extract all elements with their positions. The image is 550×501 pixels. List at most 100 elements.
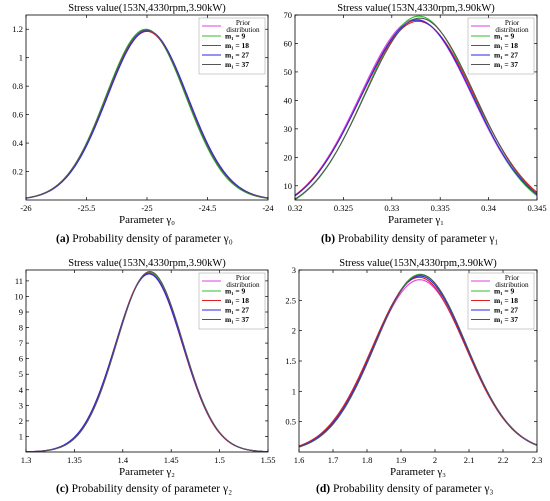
y-tick-label: 0.4 (12, 138, 23, 148)
plot-frame (294, 14, 538, 201)
series-line-3 (26, 30, 268, 199)
caption-c-text: Probability density of parameter γ₂ (68, 483, 233, 495)
chart-c-svg: Stress value(153N,4330rpm,3.90kW) 1.3 1.35… (15, 258, 276, 478)
y-tick-label: 10 (15, 291, 24, 301)
y-tick-label: 9 (19, 307, 23, 317)
x-tick-label: 1.5 (214, 455, 225, 465)
legend-label-prior: Prior distribution (226, 274, 260, 289)
y-tick-label: 1 (19, 431, 23, 441)
caption-c: (c) Probability density of parameter γ₂ (56, 483, 232, 495)
x-tick-label: 1.35 (67, 455, 82, 465)
series-line-4 (299, 274, 537, 448)
legend-label-4: m₁ = 37 (225, 315, 249, 324)
y-tick-label: 11 (15, 276, 23, 286)
legend-label-prior: Prior distribution (226, 19, 260, 34)
x-tick-label: 0.325 (334, 203, 353, 213)
x-tick-label: 1.8 (362, 455, 373, 465)
y-tick-label: 0.5 (285, 417, 296, 427)
series-line-4 (295, 17, 537, 200)
y-tick-label: 3 (19, 400, 23, 410)
x-tick-label: 1.9 (396, 455, 407, 465)
x-tick-label: 0.335 (431, 203, 450, 213)
chart-a-svg: Stress value(153N,4330rpm,3.90kW) -26 -25.… (12, 3, 274, 226)
caption-b-text: Probability density of parameter γ₁ (335, 233, 499, 245)
y-tick-label: 1 (19, 53, 23, 63)
x-tick-label: 2.3 (532, 455, 543, 465)
x-tick-label: 2.2 (498, 455, 509, 465)
y-tick-label: 2.5 (285, 295, 296, 305)
x-tick-label: 0.33 (384, 203, 399, 213)
x-tick-label: 2.1 (464, 455, 475, 465)
x-tick-label: 2 (433, 455, 437, 465)
x-tick-label: -26 (20, 203, 31, 213)
legend-label-4: m₁ = 37 (494, 60, 518, 69)
x-tick-label: -25.5 (78, 203, 96, 213)
series-line-0 (295, 18, 537, 196)
y-tick-label: 2 (19, 416, 23, 426)
y-tick-label: 70 (284, 10, 293, 20)
chart-title: Stress value(153N,4330rpm,3.90kW) (339, 258, 497, 269)
x-axis-label: Parameter γ₃ (390, 466, 446, 478)
legend-label-prior: Prior distribution (495, 274, 529, 289)
x-tick-label: 1.55 (261, 455, 276, 465)
y-tick-label: 40 (284, 95, 293, 105)
y-tick-label: 0.6 (12, 110, 23, 120)
caption-d-label: (d) (316, 483, 331, 495)
series-group (299, 273, 537, 448)
legend-label-1: m₁ = 9 (494, 287, 515, 296)
y-tick-label: 1.2 (12, 24, 23, 34)
legend-label-4: m₁ = 37 (225, 60, 249, 69)
x-tick-label: 1.3 (21, 455, 32, 465)
legend-label-2: m₁ = 18 (225, 41, 249, 50)
legend-label-3: m₁ = 27 (225, 51, 249, 60)
x-tick-label: 1.6 (294, 455, 305, 465)
y-tick-label: 1 (292, 386, 296, 396)
y-tick-label: 5 (19, 369, 23, 379)
legend-label-2: m₁ = 18 (225, 296, 249, 305)
legend-label-3: m₁ = 27 (494, 51, 518, 60)
legend-label-prior: Prior distribution (495, 19, 529, 34)
chart-d-svg: Stress value(153N,4330rpm,3.90kW) 1.6 1.7 1… (285, 258, 543, 478)
y-tick-label: 0.2 (12, 167, 23, 177)
legend-label-2: m₁ = 18 (494, 296, 518, 305)
x-tick-label: 0.345 (527, 203, 546, 213)
legend-label-3: m₁ = 27 (494, 306, 518, 315)
y-tick-label: 50 (284, 67, 293, 77)
x-tick-label: -25 (141, 203, 152, 213)
x-tick-label: 0.32 (288, 203, 303, 213)
chart-b-svg: Stress value(153N,4330rpm,3.90kW) 0.32 0.3… (284, 3, 547, 226)
y-tick-label: 6 (19, 354, 23, 364)
legend-label-1: m₁ = 9 (494, 32, 515, 41)
plot-frame (25, 269, 269, 453)
y-tick-label: 2 (292, 326, 296, 336)
chart-title: Stress value(153N,4330rpm,3.90kW) (68, 258, 226, 269)
x-tick-label: -24 (262, 203, 274, 213)
caption-b: (b) Probability density of parameter γ₁ (321, 233, 498, 245)
y-tick-label: 0.8 (12, 81, 23, 91)
y-tick-label: 7 (19, 338, 23, 348)
series-group (26, 28, 268, 199)
series-line-4 (26, 29, 268, 199)
y-tick-label: 60 (284, 38, 293, 48)
caption-c-label: (c) (56, 483, 69, 495)
y-tick-label: 20 (284, 152, 293, 162)
y-tick-label: 8 (19, 323, 23, 333)
x-tick-label: 1.7 (328, 455, 339, 465)
legend-label-1: m₁ = 9 (225, 32, 246, 41)
legend-label-1: m₁ = 9 (225, 287, 246, 296)
y-tick-label: 30 (284, 124, 293, 134)
y-tick-label: 10 (284, 181, 293, 191)
y-tick-label: 4 (19, 385, 24, 395)
series-group (26, 271, 268, 452)
x-tick-label: 1.4 (117, 455, 128, 465)
caption-a-text: Probability density of parameter γ₀ (69, 233, 233, 245)
legend-label-2: m₁ = 18 (494, 41, 518, 50)
x-tick-label: -24.5 (199, 203, 217, 213)
x-axis-label: Parameter γ₁ (388, 214, 444, 226)
x-axis-label: Parameter γ₀ (119, 214, 175, 226)
series-line-4 (26, 271, 268, 452)
caption-b-label: (b) (321, 233, 336, 245)
